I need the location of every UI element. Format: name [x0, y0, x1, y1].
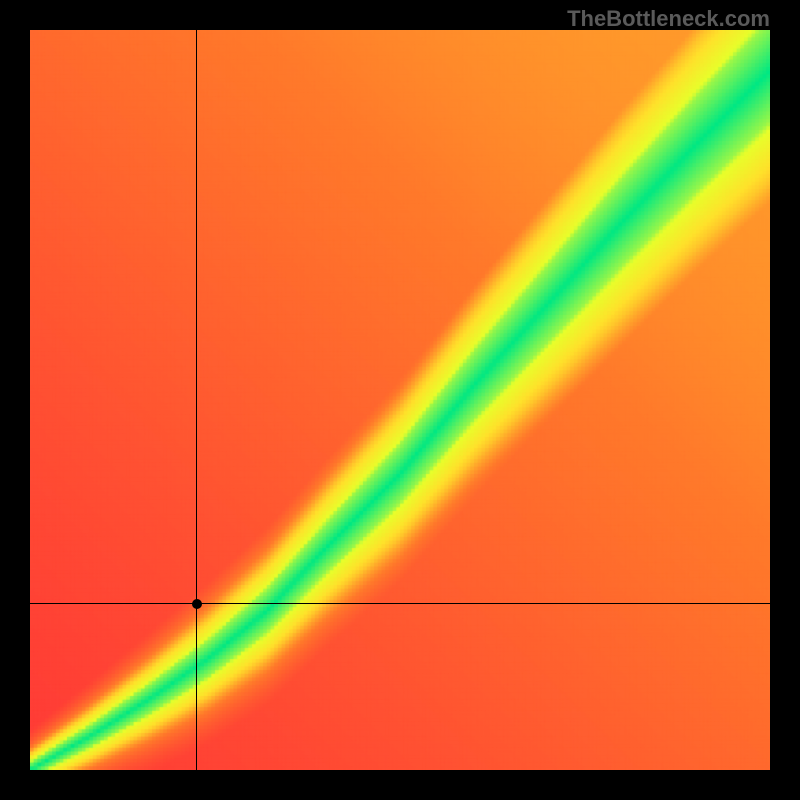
heatmap-plot [30, 30, 770, 770]
heatmap-canvas [30, 30, 770, 770]
watermark-text: TheBottleneck.com [567, 6, 770, 32]
chart-container: TheBottleneck.com [0, 0, 800, 800]
crosshair-vertical [196, 30, 197, 770]
crosshair-horizontal [30, 603, 770, 604]
crosshair-marker [192, 599, 202, 609]
